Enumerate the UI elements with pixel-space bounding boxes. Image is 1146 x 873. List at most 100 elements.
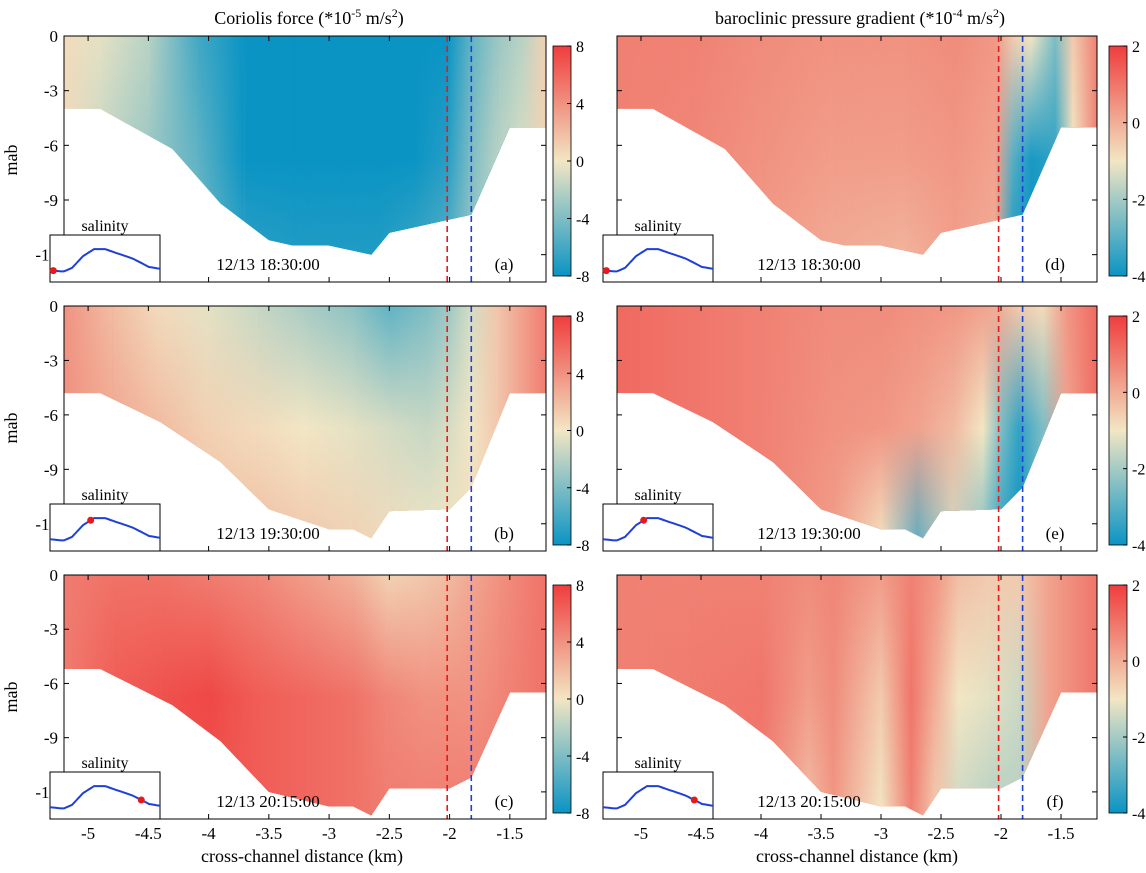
salinity-inset [49, 503, 161, 552]
panel-e: 12/13 19:30:00 (e) salinity 2 0 -2 -4 [602, 305, 1145, 555]
x-tick-label: -3 [874, 824, 888, 843]
axes-frame [616, 35, 1098, 283]
colorbar-tick-label: 8 [576, 309, 584, 326]
colorbar-tick-label: 0 [576, 154, 584, 171]
axes-frame [63, 574, 547, 820]
x-tick-label: -3.5 [255, 824, 282, 843]
colorbar-tick-label: 4 [576, 366, 584, 383]
panel-label: (a) [495, 255, 514, 274]
x-tick-label: -5 [81, 824, 95, 843]
y-tick-label: -6 [44, 136, 58, 155]
x-tick-label: -2.5 [376, 824, 403, 843]
salinity-marker [49, 267, 57, 275]
timestamp: 12/13 18:30:00 [216, 255, 319, 274]
panel-a: 0-3-6-9-12 12/13 18:30:00 (a)salinity840-4… [35, 27, 589, 286]
colorbar-tick-label: -4 [576, 481, 589, 498]
timestamp: 12/13 19:30:00 [216, 524, 319, 543]
salinity-marker [137, 796, 145, 804]
colorbar-tick-label: 0 [1132, 385, 1140, 402]
panel-c: -5 -4.5 -4 -3.5 -3 -2.5 -2 -1.50-3-6-9-12 12/13 … [35, 566, 589, 843]
colorbar-tick-label: -4 [576, 749, 589, 766]
panel-label: (b) [494, 524, 514, 543]
timestamp: 12/13 20:15:00 [757, 792, 860, 811]
colorbar-tick-label: 8 [576, 39, 584, 56]
colorbar-tick-label: -8 [576, 269, 589, 286]
panel-d: 12/13 18:30:00 (d) salinity 2 0 -2 -4 [602, 35, 1145, 286]
y-tick-label: -3 [44, 620, 58, 639]
colorbar [1108, 315, 1128, 546]
salinity-inset-label: salinity [81, 218, 128, 235]
ylabel-row-3: mab [1, 682, 21, 713]
y-tick-label: -9 [44, 460, 58, 479]
panels-group: 0-3-6-9-12 12/13 18:30:00 (a)salinity840-4… [35, 27, 1145, 843]
x-tick-label: -4 [754, 824, 769, 843]
salinity-inset [49, 771, 161, 820]
salinity-inset [49, 234, 161, 283]
colorbar-tick-label: 0 [576, 424, 584, 441]
colorbar-tick-label: 8 [576, 578, 584, 595]
x-tick-label: -4 [202, 824, 217, 843]
y-tick-label: -3 [44, 351, 58, 370]
x-tick-label: -2 [443, 824, 457, 843]
panel-b: 0-3-6-9-12 12/13 19:30:00 (b)salinity840-4… [35, 297, 589, 555]
colorbar-tick-label: 0 [576, 692, 584, 709]
y-tick-label: -3 [44, 82, 58, 101]
x-tick-label: -3.5 [808, 824, 835, 843]
salinity-marker [87, 516, 95, 524]
salinity-inset-label: salinity [81, 755, 128, 772]
salinity-inset [602, 234, 714, 283]
salinity-inset-label: salinity [634, 218, 681, 235]
colorbar-tick-label: 2 [1132, 39, 1140, 56]
y-tick-label: 0 [50, 27, 59, 46]
colorbar-tick-label: -4 [1132, 269, 1145, 286]
column-title-coriolis: Coriolis force (*10-5 m/s2) [214, 6, 403, 29]
panel-label: (f) [1047, 792, 1064, 811]
timestamp: 12/13 18:30:00 [757, 255, 860, 274]
timestamp: 12/13 20:15:00 [216, 792, 319, 811]
xlabel-left: cross-channel distance (km) [201, 846, 403, 867]
x-tick-label: -2.5 [928, 824, 955, 843]
panel-label: (d) [1045, 255, 1065, 274]
x-tick-label: -1.5 [1048, 824, 1075, 843]
panel-label: (e) [1046, 524, 1065, 543]
timestamp: 12/13 19:30:00 [757, 524, 860, 543]
salinity-marker [690, 796, 698, 804]
panel-label: (c) [495, 792, 514, 811]
colorbar-tick-label: 0 [1132, 116, 1140, 133]
column-title-baroclinic: baroclinic pressure gradient (*10-4 m/s2… [715, 6, 1005, 29]
x-tick-label: -4.5 [688, 824, 715, 843]
colorbar-tick-label: 2 [1132, 578, 1140, 595]
xlabel-right: cross-channel distance (km) [756, 846, 958, 867]
salinity-inset-label: salinity [634, 755, 681, 772]
salinity-curve [602, 517, 714, 542]
colorbar [1108, 45, 1128, 277]
colorbar-tick-label: -8 [576, 806, 589, 823]
x-tick-label: -1.5 [496, 824, 523, 843]
ylabel-row-2: mab [1, 413, 21, 444]
axes-frame [616, 305, 1098, 552]
salinity-inset [602, 503, 714, 552]
panel-f: -5 -4.5 -4 -3.5 -3 -2.5 -2 -1.5 12/13 20:15:00 (f… [602, 574, 1145, 843]
y-tick-label: -9 [44, 729, 58, 748]
colorbar-tick-label: -4 [576, 212, 589, 229]
salinity-marker [602, 267, 610, 275]
colorbar-tick-label: -2 [1132, 462, 1145, 479]
colorbar-tick-label: -8 [576, 538, 589, 555]
colorbar-tick-label: -2 [1132, 192, 1145, 209]
colorbar-tick-label: 2 [1132, 309, 1140, 326]
salinity-inset-label: salinity [634, 487, 681, 504]
salinity-curve [49, 248, 161, 273]
colorbar-tick-label: -4 [1132, 538, 1145, 555]
colorbar-tick-label: -4 [1132, 806, 1145, 823]
salinity-marker [640, 516, 648, 524]
colorbar-tick-label: 4 [576, 635, 584, 652]
x-tick-label: -2 [994, 824, 1008, 843]
y-tick-label: -6 [44, 406, 58, 425]
axes-frame [63, 35, 547, 283]
salinity-inset-label: salinity [81, 487, 128, 504]
colorbar-tick-label: -2 [1132, 730, 1145, 747]
y-tick-label: -9 [44, 191, 58, 210]
salinity-curve [49, 517, 161, 542]
x-tick-label: -4.5 [135, 824, 162, 843]
